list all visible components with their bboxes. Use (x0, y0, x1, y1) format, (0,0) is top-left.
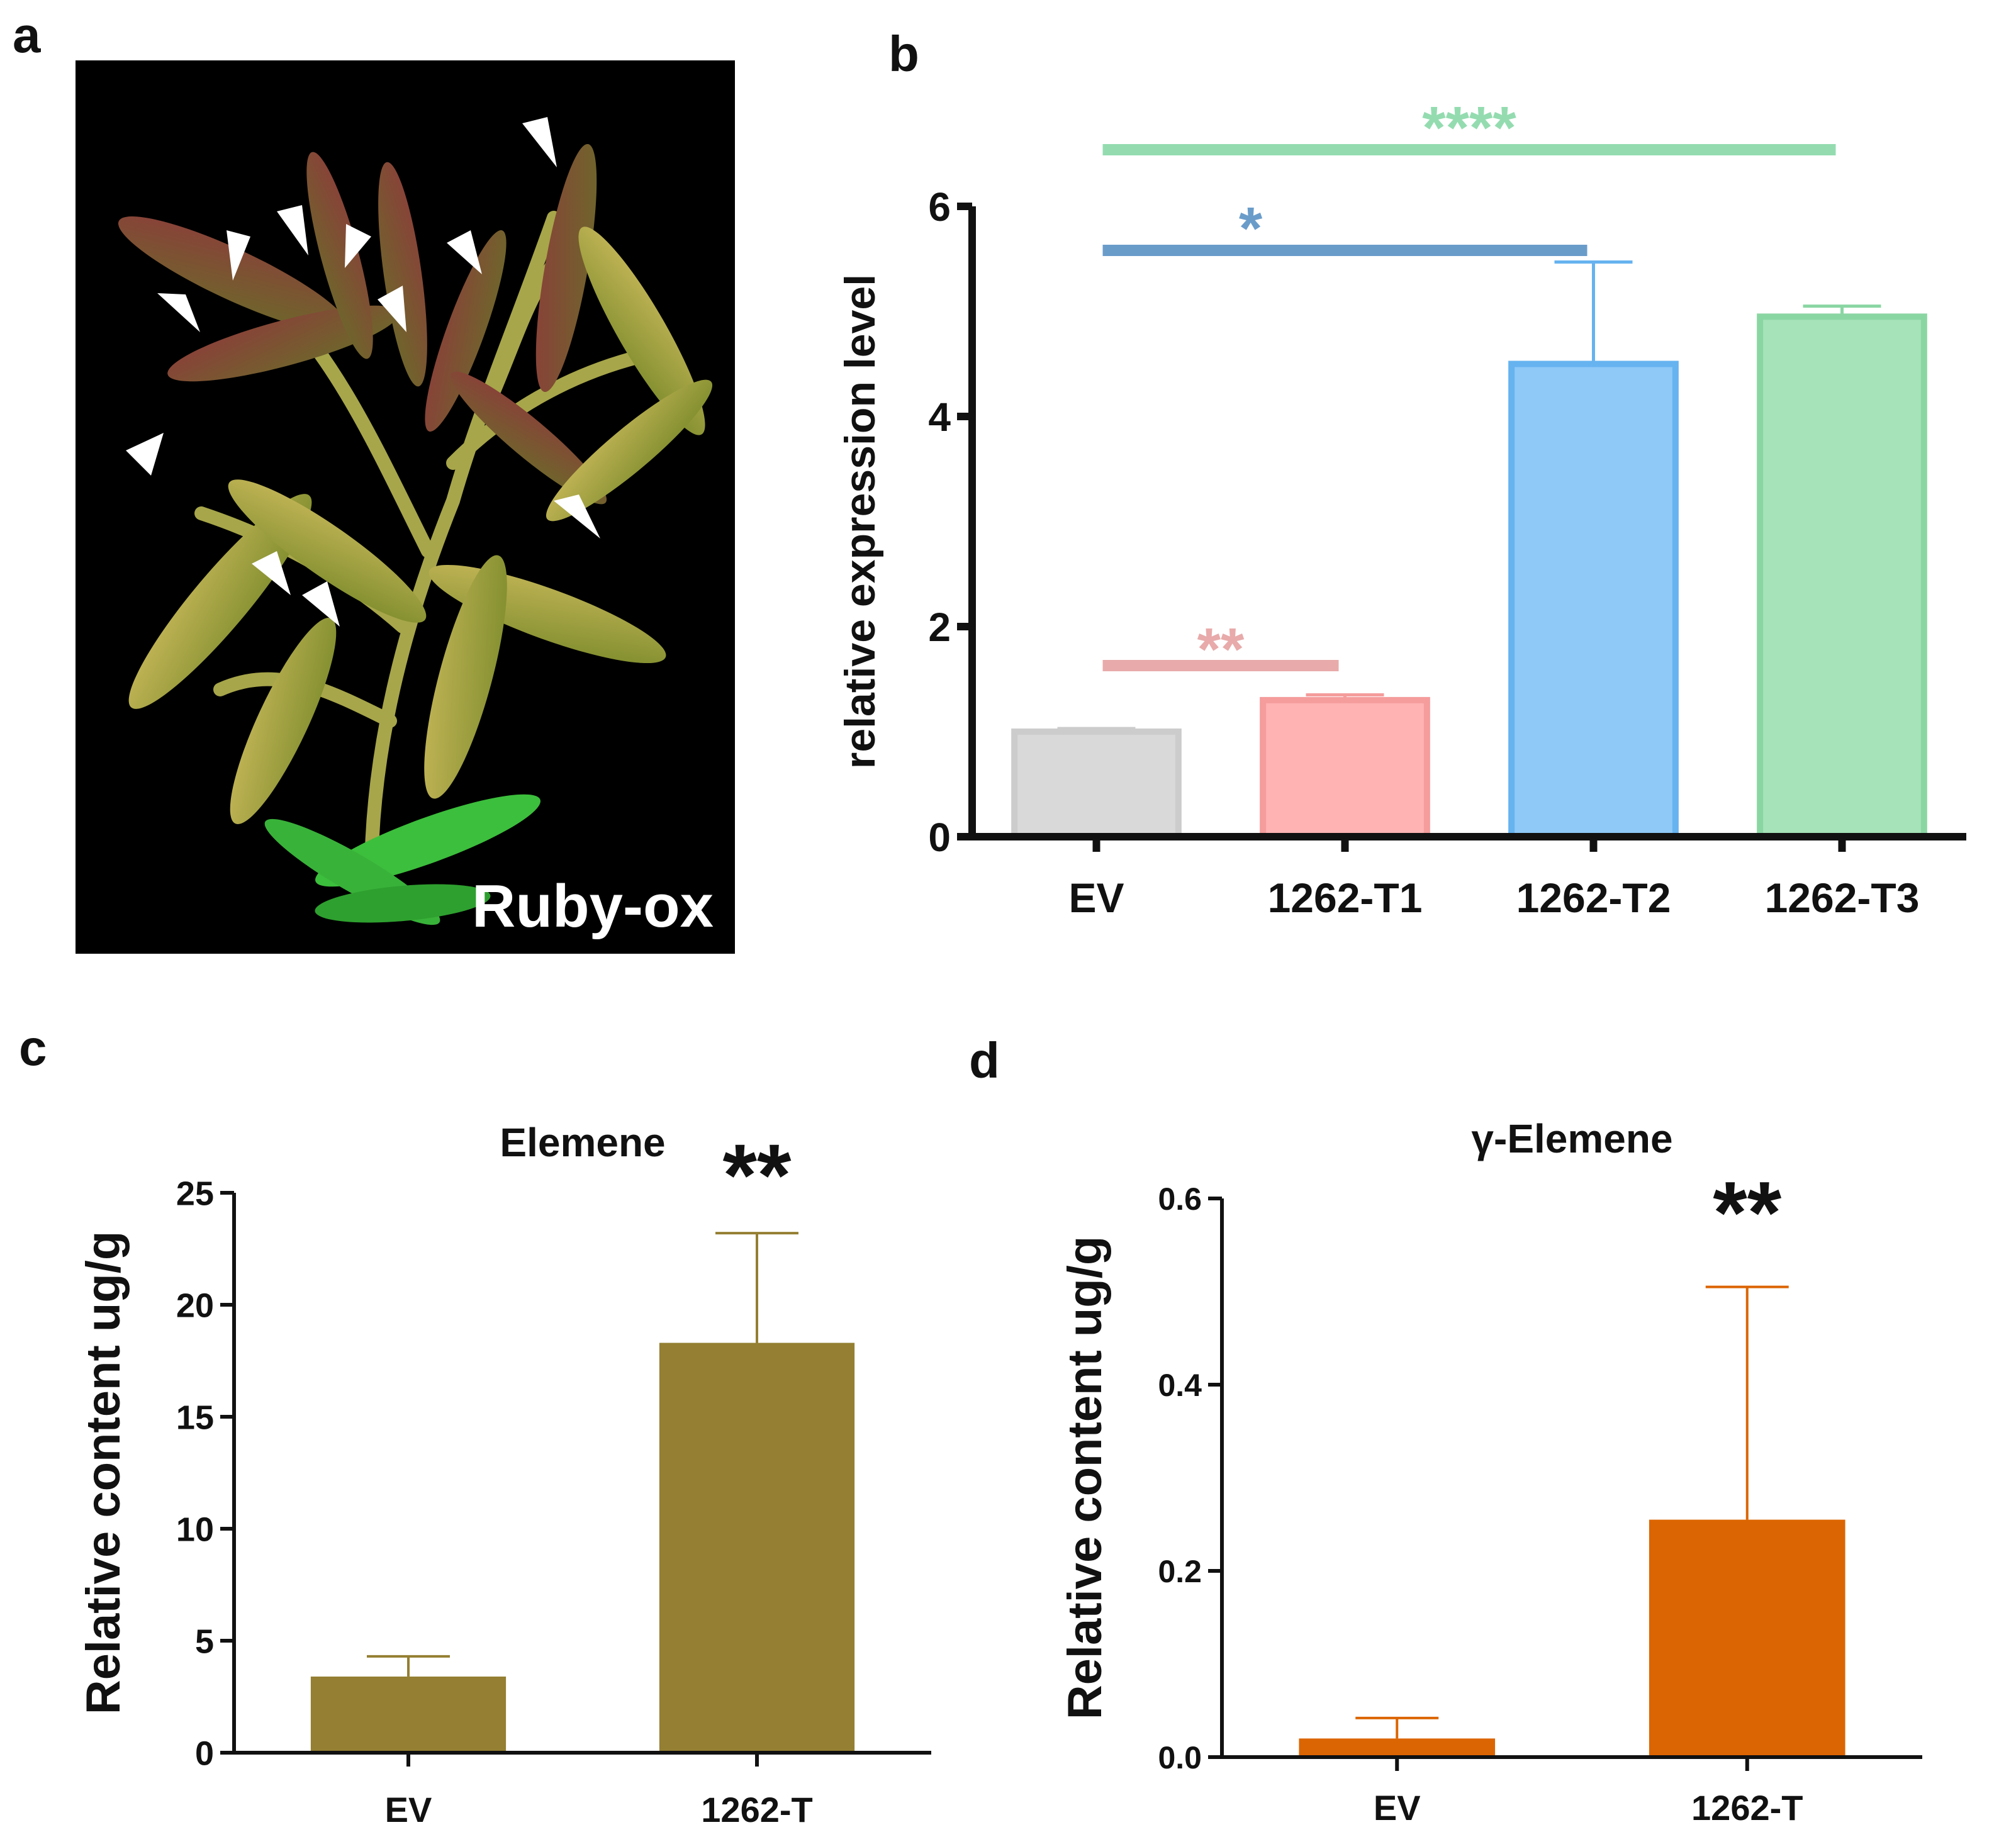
arrow-icon (522, 117, 557, 167)
x-tick-label: EV (1068, 874, 1124, 921)
y-tick-label: 15 (176, 1399, 214, 1436)
arrow-icon (277, 205, 308, 255)
y-tick-label: 10 (176, 1510, 214, 1548)
panel-label-a: a (13, 7, 41, 63)
chart-title: Elemene (500, 1120, 665, 1165)
y-tick-label: 6 (928, 184, 951, 230)
arrow-icons (126, 117, 600, 627)
x-tick-label: 1262-T1 (1268, 874, 1423, 921)
y-tick-label: 0.4 (1158, 1368, 1202, 1403)
y-tick-label: 0 (928, 815, 951, 860)
significance-label: ** (1713, 1163, 1781, 1262)
x-tick-label: 1262-T (701, 1790, 812, 1829)
significance-label: ** (723, 1125, 792, 1224)
bar (1508, 360, 1679, 840)
y-tick-label: 5 (195, 1622, 214, 1660)
x-tick-label: 1262-T (1691, 1788, 1803, 1828)
arrow-icon (157, 293, 200, 332)
chart-c: Elemene 0 5 10 15 20 25 EV 1262-T Relative conten… (77, 1120, 931, 1829)
panel-label-c: c (19, 1020, 47, 1076)
y-tick-label: 0 (195, 1734, 214, 1772)
x-tick-label: EV (1374, 1788, 1421, 1828)
photo-label: Ruby-ox (472, 873, 714, 940)
chart-title: γ-Elemene (1471, 1116, 1672, 1161)
y-axis-label: relative expression level (836, 274, 884, 769)
arrow-icon (447, 230, 482, 274)
arrow-icon (302, 581, 340, 627)
significance-label: * (1239, 195, 1263, 262)
y-tick-label: 0.2 (1158, 1554, 1202, 1589)
panel-label-b: b (888, 26, 919, 82)
y-tick-label: 4 (928, 394, 951, 440)
y-tick-label: 0.0 (1158, 1740, 1202, 1775)
y-tick-label: 20 (176, 1287, 214, 1324)
bar (310, 1676, 507, 1753)
arrow-icon (227, 230, 250, 281)
significance-label: **** (1422, 94, 1516, 162)
x-tick-label: 1262-T3 (1765, 874, 1920, 921)
arrow-icon (126, 433, 164, 476)
y-tick-label: 0.6 (1158, 1181, 1202, 1217)
y-axis-label: Relative content ug/g (77, 1231, 130, 1715)
y-axis-label: Relative content ug/g (1058, 1236, 1112, 1720)
chart-b: 0 2 4 6 EV 1262-T1 1262-T2 1262-T3 relative expr… (836, 94, 1966, 921)
bar (1299, 1738, 1496, 1757)
y-tick-label: 2 (928, 605, 951, 650)
arrow-icon (378, 286, 406, 332)
x-tick-label: 1262-T2 (1516, 874, 1671, 921)
arrow-icon (345, 224, 371, 268)
chart-d: γ-Elemene 0.0 0.2 0.4 0.6 EV 1262-T Relative co… (1058, 1116, 1922, 1828)
bar (1649, 1519, 1845, 1757)
bar (1757, 313, 1927, 840)
significance-label: ** (1197, 616, 1245, 683)
x-tick-label: EV (385, 1790, 432, 1829)
plant-photo: Ruby-ox (76, 60, 735, 954)
plant-leaves (118, 143, 713, 925)
bar (659, 1343, 855, 1753)
panel-label-d: d (969, 1032, 1000, 1088)
arrow-icon (554, 494, 600, 539)
y-tick-label: 25 (176, 1175, 214, 1212)
arrow-icon (252, 551, 291, 595)
plant-illustration (118, 117, 713, 925)
